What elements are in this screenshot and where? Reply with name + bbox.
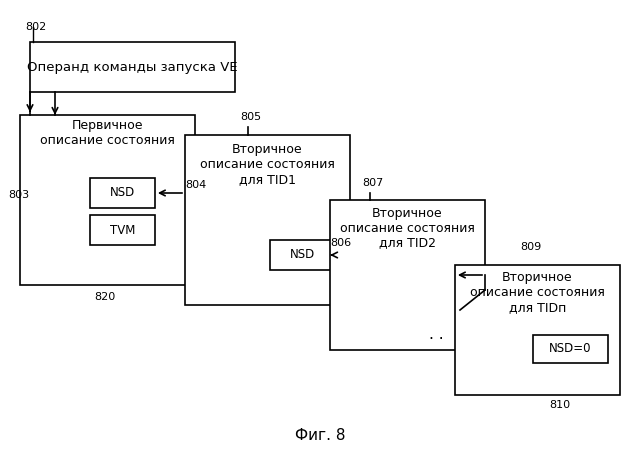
Text: 807: 807: [362, 178, 383, 188]
Text: 803: 803: [8, 190, 29, 200]
Text: Первичное
описание состояния: Первичное описание состояния: [40, 119, 175, 147]
Text: 809: 809: [520, 242, 541, 252]
Bar: [90, 178, 155, 208]
Bar: [270, 240, 335, 270]
Text: · ·: · ·: [429, 333, 444, 347]
Text: Вторичное
описание состояния
для TIDп: Вторичное описание состояния для TIDп: [470, 272, 605, 315]
Text: Операнд команды запуска VE: Операнд команды запуска VE: [27, 61, 238, 73]
Bar: [533, 335, 608, 363]
Text: 805: 805: [240, 112, 261, 122]
Text: 804: 804: [185, 180, 206, 190]
Text: 802: 802: [25, 22, 46, 32]
Text: Фиг. 8: Фиг. 8: [295, 427, 345, 443]
Bar: [330, 200, 485, 350]
Text: 806: 806: [330, 238, 351, 248]
Text: 820: 820: [94, 292, 116, 302]
Text: TVM: TVM: [110, 224, 135, 237]
Text: Вторичное
описание состояния
для TID1: Вторичное описание состояния для TID1: [200, 144, 335, 187]
Bar: [20, 115, 195, 285]
Bar: [455, 265, 620, 395]
Bar: [30, 42, 235, 92]
Bar: [90, 215, 155, 245]
Text: NSD=0: NSD=0: [549, 342, 592, 355]
Text: NSD: NSD: [290, 249, 315, 261]
Text: 810: 810: [549, 400, 571, 410]
Text: NSD: NSD: [110, 187, 135, 200]
Bar: [185, 135, 350, 305]
Text: Вторичное
описание состояния
для TID2: Вторичное описание состояния для TID2: [340, 207, 475, 249]
